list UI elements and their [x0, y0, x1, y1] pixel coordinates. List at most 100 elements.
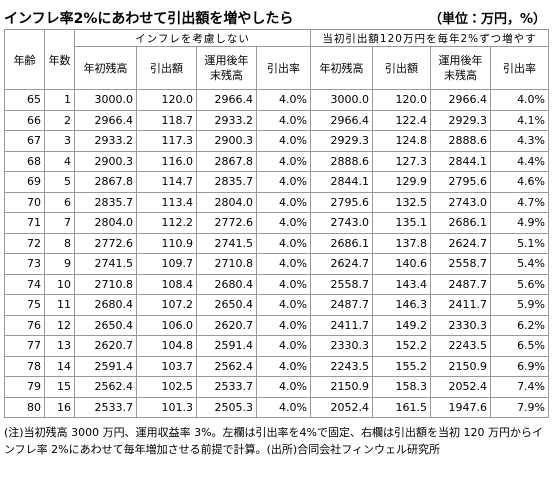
table-cell: 2330.3	[430, 314, 491, 336]
table-cell: 2562.4	[74, 376, 137, 398]
table-row: 73 9 2741.5 109.7 2710.8 4.0% 2624.7 140.6 2558.…	[4, 253, 550, 275]
table-cell: 103.7	[136, 355, 197, 377]
table-cell: 76	[4, 314, 45, 336]
table-cell: 77	[4, 335, 45, 357]
table-cell: 2933.2	[74, 130, 137, 152]
title: インフレ率2%にあわせて引出額を増やしたら	[4, 11, 294, 27]
table-cell: 4.0%	[256, 150, 311, 172]
table-cell: 4.0%	[256, 171, 311, 193]
table-cell: 4.0%	[256, 294, 311, 316]
table-cell: 101.3	[136, 396, 197, 418]
table-cell: 129.9	[372, 171, 431, 193]
table-cell: 2052.4	[430, 376, 491, 398]
table-cell: 4.9%	[489, 212, 550, 234]
table-cell: 2624.7	[310, 253, 373, 275]
table-cell: 124.8	[372, 130, 431, 152]
table-cell: 4.0%	[256, 355, 311, 377]
table-cell: 114.7	[136, 171, 197, 193]
table-cell: 12	[44, 314, 75, 336]
table-cell: 2966.4	[430, 89, 491, 111]
column-header-text: 引出額	[385, 61, 418, 75]
table-cell: 161.5	[372, 396, 431, 418]
table-cell: 2772.6	[196, 212, 257, 234]
table-cell: 2686.1	[430, 212, 491, 234]
table-cell: 110.9	[136, 232, 197, 254]
table-cell: 102.5	[136, 376, 197, 398]
table-cell: 113.4	[136, 191, 197, 213]
table-cell: 2505.3	[196, 396, 257, 418]
table-cell: 2562.4	[196, 355, 257, 377]
table-row: 70 6 2835.7 113.4 2804.0 4.0% 2795.6 132.5 2743.…	[4, 191, 550, 213]
table-cell: 2620.7	[74, 335, 137, 357]
column-header: 運用後年末残高	[430, 46, 491, 90]
table-cell: 7.4%	[489, 376, 550, 398]
table-cell: 4.0%	[256, 335, 311, 357]
column-header: 年初残高	[310, 46, 373, 90]
table-cell: 2804.0	[74, 212, 137, 234]
table-row: 74 10 2710.8 108.4 2680.4 4.0% 2558.7 143.4 2487…	[4, 273, 550, 295]
table-cell: 2487.7	[310, 294, 373, 316]
table-cell: 4.0%	[256, 109, 311, 131]
table-cell: 2150.9	[430, 355, 491, 377]
table-cell: 118.7	[136, 109, 197, 131]
table-cell: 2243.5	[430, 335, 491, 357]
table-cell: 5.6%	[489, 273, 550, 295]
table-row: 78 14 2591.4 103.7 2562.4 4.0% 2243.5 155.2 2150…	[4, 355, 550, 377]
table-cell: 2243.5	[310, 355, 373, 377]
table-cell: 120.0	[372, 89, 431, 111]
table-cell: 4.3%	[489, 130, 550, 152]
table-cell: 106.0	[136, 314, 197, 336]
table-cell: 4.0%	[256, 130, 311, 152]
table-row: 66 2 2966.4 118.7 2933.2 4.0% 2966.4 122.4 2929.…	[4, 109, 550, 131]
table-cell: 2	[44, 109, 75, 131]
table-cell: 104.8	[136, 335, 197, 357]
table-cell: 65	[4, 89, 45, 111]
unit-label: （単位：万円，%）	[428, 12, 546, 27]
table-cell: 15	[44, 376, 75, 398]
table-cell: 2741.5	[74, 253, 137, 275]
table-cell: 120.0	[136, 89, 197, 111]
table-cell: 3000.0	[74, 89, 137, 111]
table-cell: 5.1%	[489, 232, 550, 254]
table-cell: 2867.8	[196, 150, 257, 172]
table-cell: 1	[44, 89, 75, 111]
table-row: 65 1 3000.0 120.0 2966.4 4.0% 3000.0 120.0 2966.…	[4, 89, 550, 111]
table-cell: 1947.6	[430, 396, 491, 418]
table-cell: 80	[4, 396, 45, 418]
table-cell: 6.5%	[489, 335, 550, 357]
table-cell: 2650.4	[74, 314, 137, 336]
table-cell: 2411.7	[310, 314, 373, 336]
table-cell: 143.4	[372, 273, 431, 295]
table-cell: 122.4	[372, 109, 431, 131]
table-cell: 2710.8	[74, 273, 137, 295]
column-header: 引出額	[372, 46, 431, 90]
table-cell: 4.0%	[256, 396, 311, 418]
table-cell: 152.2	[372, 335, 431, 357]
table-cell: 2795.6	[310, 191, 373, 213]
column-header: 年齢	[4, 29, 45, 90]
column-header: 引出額	[136, 46, 197, 90]
table-cell: 2867.8	[74, 171, 137, 193]
column-header: 年数	[44, 29, 75, 90]
table-cell: 108.4	[136, 273, 197, 295]
table-cell: 140.6	[372, 253, 431, 275]
column-header-text: 引出率	[503, 61, 536, 75]
column-header-text: 年初残高	[319, 61, 364, 75]
table-row: 77 13 2620.7 104.8 2591.4 4.0% 2330.3 152.2 2243…	[4, 335, 550, 357]
column-header-text: 運用後年末残高	[438, 54, 483, 82]
table-cell: 2835.7	[196, 171, 257, 193]
table-cell: 2772.6	[74, 232, 137, 254]
table-row: 79 15 2562.4 102.5 2533.7 4.0% 2150.9 158.3 2052…	[4, 376, 550, 398]
table-cell: 2330.3	[310, 335, 373, 357]
table-cell: 7.9%	[489, 396, 550, 418]
table-row: 72 8 2772.6 110.9 2741.5 4.0% 2686.1 137.8 2624.…	[4, 232, 550, 254]
table-cell: 4.0%	[256, 191, 311, 213]
table-cell: 149.2	[372, 314, 431, 336]
column-header-text: 運用後年末残高	[204, 54, 249, 82]
table-cell: 13	[44, 335, 75, 357]
table-cell: 2844.1	[310, 171, 373, 193]
table-cell: 69	[4, 171, 45, 193]
table-cell: 2487.7	[430, 273, 491, 295]
table-row: 80 16 2533.7 101.3 2505.3 4.0% 2052.4 161.5 1947…	[4, 396, 550, 418]
column-header: 引出率	[489, 46, 550, 90]
